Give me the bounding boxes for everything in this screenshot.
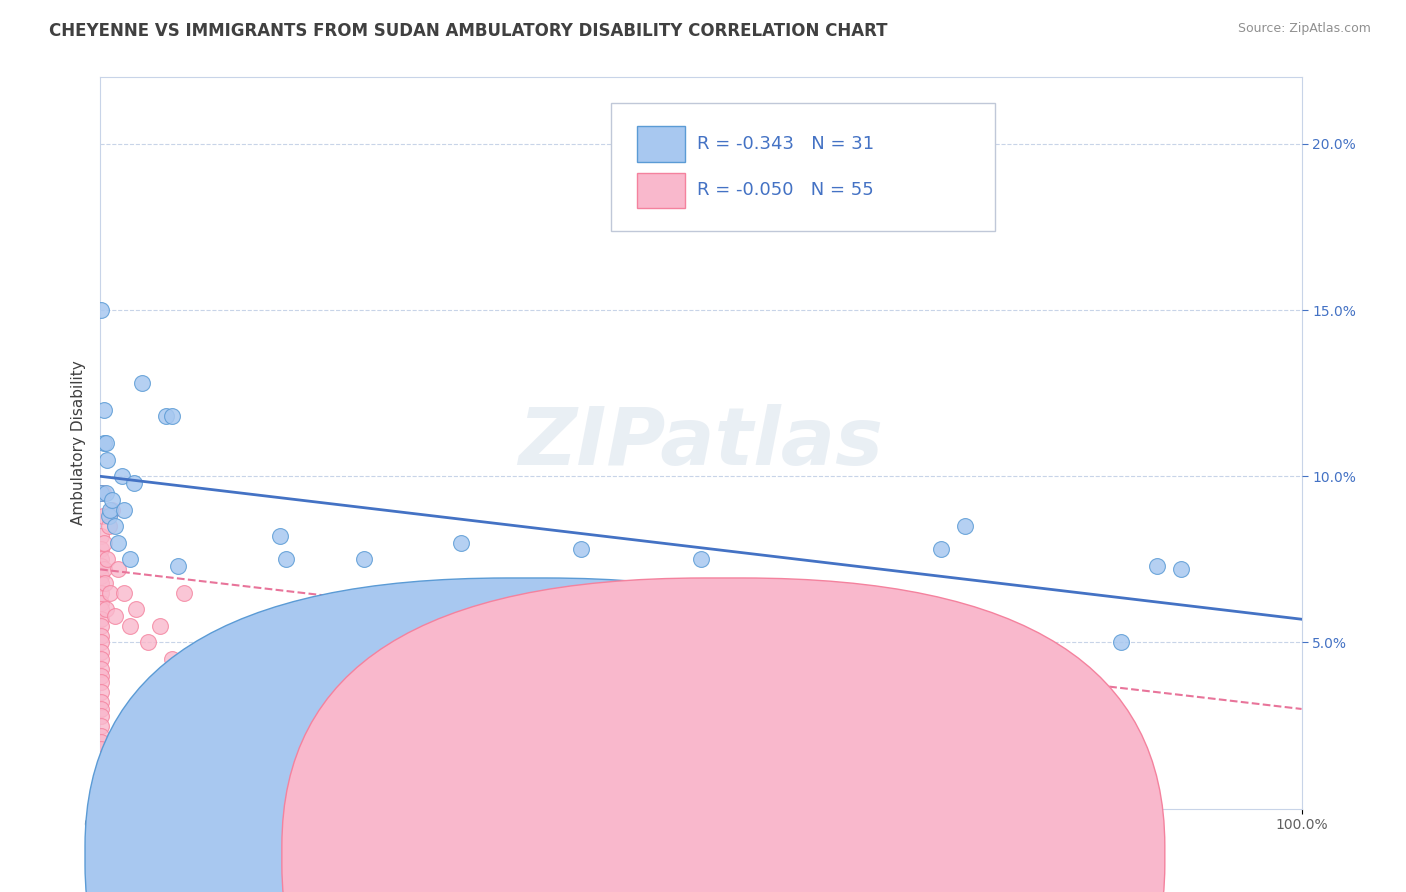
Point [90,662,112,676]
Point [97,509,120,524]
Point [1146,559,1168,574]
Point [329,718,352,732]
Point [353,552,375,566]
Point [90,708,112,723]
Text: CHEYENNE VS IMMIGRANTS FROM SUDAN AMBULATORY DISABILITY CORRELATION CHART: CHEYENNE VS IMMIGRANTS FROM SUDAN AMBULA… [49,22,887,40]
Point [97,519,120,533]
Point [90,718,112,732]
Point [90,652,112,666]
Text: ZIPatlas: ZIPatlas [519,404,883,482]
Point [160,409,183,424]
Point [90,729,112,743]
Point [93,535,115,549]
Point [90,742,112,756]
Point [450,535,472,549]
Point [689,552,711,566]
Point [1170,562,1192,576]
Point [120,619,142,633]
Point [90,675,112,690]
Point [101,502,124,516]
Point [167,559,190,574]
Point [173,585,195,599]
Point [90,486,112,500]
Point [90,685,112,699]
Point [91,486,114,500]
Point [136,635,159,649]
Point [90,542,112,557]
Point [1111,635,1133,649]
Point [160,652,183,666]
Point [93,436,115,450]
Point [149,619,172,633]
Point [90,762,112,776]
Point [90,702,112,716]
FancyBboxPatch shape [637,172,685,208]
Point [90,569,112,583]
Point [98,585,121,599]
Point [90,619,112,633]
Text: Immigrants from Sudan: Immigrants from Sudan [748,848,912,863]
Point [155,409,177,424]
Point [90,635,112,649]
Point [90,669,112,683]
Point [93,402,115,417]
Point [269,642,291,657]
Point [125,602,148,616]
Point [103,519,125,533]
Point [186,662,208,676]
Point [389,718,412,732]
Point [90,596,112,610]
Point [269,529,291,543]
Point [93,562,115,576]
FancyBboxPatch shape [610,103,995,231]
Point [111,469,134,483]
Point [269,685,291,699]
Point [96,552,118,566]
Point [107,535,129,549]
Point [107,562,129,576]
Point [929,542,952,557]
Point [90,303,112,318]
Point [101,492,124,507]
Text: R = -0.050   N = 55: R = -0.050 N = 55 [697,181,875,199]
Text: R = -0.343   N = 31: R = -0.343 N = 31 [697,135,875,153]
Point [953,519,976,533]
Point [131,376,153,391]
Point [90,559,112,574]
Point [90,602,112,616]
Point [90,695,112,709]
Point [305,702,328,716]
Point [90,629,112,643]
Point [96,452,118,467]
Point [94,486,117,500]
Point [90,645,112,659]
Point [90,529,112,543]
Point [98,502,121,516]
Point [91,509,114,524]
Point [90,612,112,626]
Point [112,502,135,516]
Point [90,735,112,749]
Point [112,585,135,599]
Point [209,675,232,690]
Point [90,752,112,766]
Text: Source: ZipAtlas.com: Source: ZipAtlas.com [1237,22,1371,36]
Point [90,575,112,590]
Point [94,436,117,450]
Point [90,552,112,566]
FancyBboxPatch shape [637,127,685,161]
Point [94,575,117,590]
Point [276,552,298,566]
Point [90,585,112,599]
Point [103,608,125,623]
Point [120,552,142,566]
Point [94,602,117,616]
Point [107,735,129,749]
Point [122,475,145,490]
Y-axis label: Ambulatory Disability: Ambulatory Disability [72,360,86,525]
Point [569,542,592,557]
Text: Cheyenne: Cheyenne [551,848,621,863]
